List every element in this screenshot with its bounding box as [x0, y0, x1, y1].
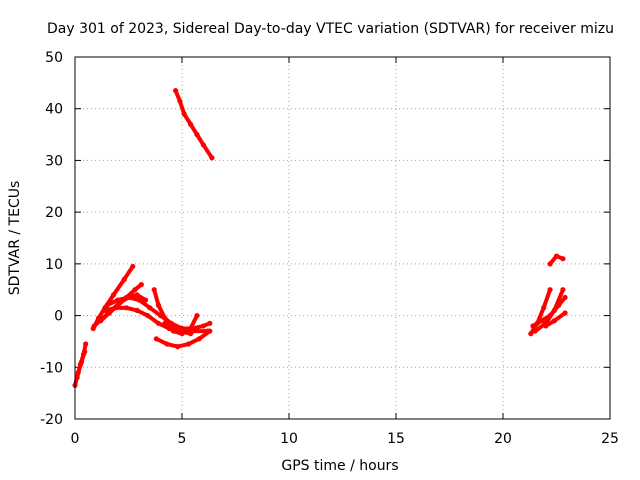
- series-arc-e: [98, 281, 144, 324]
- data-point: [207, 328, 213, 334]
- data-point: [125, 294, 132, 301]
- data-point: [179, 325, 185, 332]
- x-axis-label: GPS time / hours: [281, 458, 398, 474]
- y-tick-label: 0: [54, 309, 63, 325]
- data-point: [194, 312, 200, 319]
- data-point: [134, 307, 140, 313]
- data-point: [560, 256, 566, 262]
- series-arc-o: [543, 310, 568, 329]
- data-point: [153, 336, 159, 342]
- data-point: [110, 292, 117, 298]
- data-point: [115, 297, 121, 303]
- plot-frame: [74, 56, 611, 420]
- data-point: [532, 328, 538, 334]
- data-point: [145, 312, 151, 319]
- data-marks: [72, 88, 568, 388]
- series-line: [528, 287, 553, 336]
- y-tick-label: -10: [40, 360, 63, 376]
- series-arc-i: [153, 328, 213, 350]
- x-tick-label: 5: [178, 431, 187, 447]
- data-point: [132, 287, 138, 293]
- grid: [75, 57, 610, 419]
- data-point: [181, 111, 187, 117]
- x-tick-label: 20: [494, 431, 512, 447]
- data-point: [187, 331, 194, 337]
- x-tick-label: 0: [71, 431, 80, 447]
- data-point: [91, 323, 97, 329]
- data-point: [162, 315, 168, 321]
- y-tick-label: 10: [45, 257, 63, 273]
- data-point: [134, 292, 140, 298]
- data-point: [200, 323, 206, 329]
- data-point: [155, 302, 162, 308]
- data-point: [151, 287, 157, 293]
- series-line: [533, 287, 565, 334]
- data-point: [80, 351, 87, 357]
- data-point: [553, 253, 560, 259]
- data-point: [562, 294, 568, 301]
- series-arc-p: [547, 253, 566, 267]
- tick-labels: 0 5 10 15 20 25 -20 -10 0 10 20 30 40 50: [40, 50, 619, 447]
- data-point: [177, 98, 183, 104]
- x-tick-label: 10: [280, 431, 298, 447]
- y-tick-label: 20: [45, 205, 63, 221]
- data-point: [551, 307, 557, 313]
- data-point: [83, 341, 89, 347]
- axis-ticks: [74, 56, 611, 420]
- data-point: [121, 276, 127, 282]
- data-point: [543, 323, 549, 329]
- data-point: [547, 261, 553, 267]
- data-point: [538, 318, 545, 324]
- data-point: [200, 142, 206, 148]
- data-point: [194, 131, 200, 138]
- series-arc-k: [172, 88, 215, 161]
- data-point: [541, 305, 547, 311]
- data-point: [170, 328, 177, 334]
- series-arc-b: [74, 341, 89, 381]
- data-point: [175, 344, 181, 350]
- data-point: [155, 320, 162, 326]
- data-point: [74, 375, 80, 381]
- data-point: [187, 325, 194, 332]
- series-line: [75, 342, 88, 380]
- chart-title: Day 301 of 2023, Sidereal Day-to-day VTE…: [47, 21, 614, 37]
- data-point: [162, 320, 168, 326]
- x-tick-label: 25: [601, 431, 619, 447]
- y-axis-label: SDTVAR / TECUs: [7, 181, 23, 296]
- y-tick-label: 30: [45, 153, 63, 169]
- data-point: [102, 307, 108, 313]
- data-point: [196, 336, 202, 342]
- data-point: [98, 318, 104, 324]
- data-point: [187, 121, 194, 127]
- y-tick-label: -20: [40, 412, 63, 428]
- data-point: [123, 305, 129, 311]
- data-point: [172, 88, 179, 94]
- data-point: [77, 362, 83, 368]
- data-point: [560, 287, 566, 293]
- data-point: [138, 281, 144, 288]
- data-point: [547, 287, 553, 293]
- data-point: [113, 305, 119, 311]
- data-point: [207, 320, 213, 326]
- data-point: [209, 155, 215, 161]
- data-point: [551, 318, 557, 324]
- data-point: [104, 302, 110, 308]
- series-arc-j: [162, 312, 200, 337]
- data-point: [562, 310, 568, 316]
- data-point: [130, 263, 136, 270]
- data-point: [185, 341, 192, 347]
- data-point: [528, 331, 534, 337]
- data-point: [530, 323, 536, 329]
- y-tick-label: 50: [45, 50, 63, 66]
- data-point: [147, 305, 153, 311]
- series-arc-h: [151, 287, 213, 332]
- y-tick-label: 40: [45, 102, 63, 118]
- data-point: [164, 341, 170, 347]
- data-point: [136, 297, 142, 303]
- data-point: [179, 331, 185, 337]
- x-tick-label: 15: [387, 431, 405, 447]
